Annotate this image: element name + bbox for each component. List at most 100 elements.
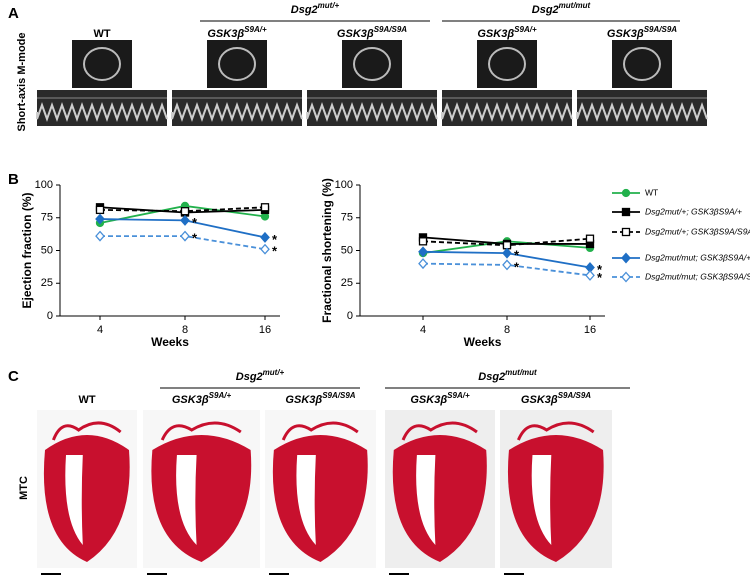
column-label: WT [93, 28, 110, 40]
x-tick-label: 16 [259, 324, 271, 336]
row-label: Short-axis M-mode [16, 32, 28, 131]
label-sup: mut/mut [559, 1, 591, 10]
label-sup: S9A/+ [244, 25, 267, 34]
group-label: Dsg2mut/+ [291, 1, 340, 16]
label-sup: S9A/S9A [644, 25, 678, 34]
legend-marker [621, 227, 631, 237]
column-label: GSK3βS9A/+ [172, 391, 232, 406]
marker [180, 230, 190, 242]
significance: * [597, 262, 603, 277]
m-mode-wave [441, 102, 573, 122]
legend-label: Dsg2mut/mut; GSK3βS9A/+ [645, 252, 750, 262]
column-label: GSK3βS9A/S9A [521, 391, 591, 406]
panel-label: C [8, 368, 19, 385]
label-sup: S9A/S9A [322, 391, 356, 400]
x-tick-label: 16 [584, 324, 596, 336]
label-base: WT [78, 394, 95, 406]
x-tick-label: 8 [182, 324, 188, 336]
ventricle [531, 455, 552, 545]
column-label: GSK3βS9A/+ [477, 25, 537, 40]
legend-marker [621, 252, 631, 264]
label-base: GSK3β [521, 394, 558, 406]
atria [516, 421, 595, 441]
x-tick-label: 8 [504, 324, 510, 336]
marker [260, 203, 270, 212]
legend-marker [621, 207, 631, 217]
ventricle [296, 455, 316, 545]
group-label: Dsg2mut/+ [236, 368, 285, 383]
label-base: GSK3β [477, 28, 514, 40]
y-tick-label: 0 [347, 310, 353, 322]
ventricle [176, 455, 197, 545]
m-mode-image [307, 90, 437, 126]
marker [260, 243, 270, 255]
y-axis-label: Fractional shortening (%) [320, 178, 334, 323]
significance: * [514, 248, 520, 263]
group-label: Dsg2mut/mut [532, 1, 591, 16]
column-label: GSK3βS9A/S9A [337, 25, 407, 40]
label-base: GSK3β [607, 28, 644, 40]
column-label: WT [78, 394, 95, 406]
y-tick-label: 50 [41, 244, 53, 256]
y-tick-label: 100 [35, 179, 53, 191]
m-mode-image [37, 90, 167, 126]
significance: * [272, 244, 278, 259]
m-mode-image [577, 90, 707, 126]
label-base: GSK3β [410, 394, 447, 406]
legend-marker [621, 271, 631, 283]
significance: * [272, 232, 278, 247]
significance: * [597, 270, 603, 285]
column-label: GSK3βS9A/S9A [285, 391, 355, 406]
echo-heart [83, 47, 121, 81]
label-sup: S9A/+ [514, 25, 537, 34]
ventricle [416, 455, 436, 545]
label-sup: mut/mut [505, 368, 537, 377]
marker [180, 214, 190, 226]
label-sup: mut/+ [263, 368, 285, 377]
heart-section [43, 435, 130, 562]
marker [418, 237, 428, 246]
y-tick-label: 25 [341, 277, 353, 289]
label-sup: S9A/S9A [558, 391, 592, 400]
legend-label: WT [645, 187, 658, 197]
row-label: MTC [18, 476, 30, 500]
x-tick-label: 4 [97, 324, 103, 336]
x-tick-label: 4 [420, 324, 426, 336]
label-base: Dsg2 [236, 371, 263, 383]
label-base: GSK3β [337, 28, 374, 40]
atria [51, 421, 122, 441]
m-mode-wave [171, 102, 303, 122]
marker [502, 247, 512, 259]
atria [401, 421, 478, 441]
marker [95, 230, 105, 242]
significance: * [192, 231, 198, 246]
legend-marker [621, 188, 631, 198]
x-axis-label: Weeks [464, 335, 502, 349]
m-mode-image [442, 90, 572, 126]
marker [502, 259, 512, 271]
label-base: WT [93, 28, 110, 40]
label-sup: S9A/+ [447, 391, 470, 400]
y-tick-label: 0 [47, 310, 53, 322]
marker [260, 231, 270, 243]
label-base: Dsg2 [478, 371, 505, 383]
significance: * [514, 259, 520, 274]
legend-label: Dsg2mut/+; GSK3βS9A/S9A [645, 226, 750, 236]
echo-heart [218, 47, 256, 81]
y-tick-label: 25 [41, 277, 53, 289]
marker [418, 258, 428, 270]
marker [585, 269, 595, 281]
marker [95, 213, 105, 225]
y-axis-label: Ejection fraction (%) [20, 192, 34, 308]
y-tick-label: 50 [341, 244, 353, 256]
label-sup: mut/+ [318, 1, 340, 10]
m-mode-wave [36, 102, 168, 122]
label-base: Dsg2 [291, 4, 318, 16]
label-base: Dsg2 [532, 4, 559, 16]
legend-label: Dsg2mut/mut; GSK3βS9A/S9A [645, 271, 750, 281]
label-base: GSK3β [172, 394, 209, 406]
significance: * [192, 215, 198, 230]
echo-heart [623, 47, 661, 81]
label-base: GSK3β [285, 394, 322, 406]
